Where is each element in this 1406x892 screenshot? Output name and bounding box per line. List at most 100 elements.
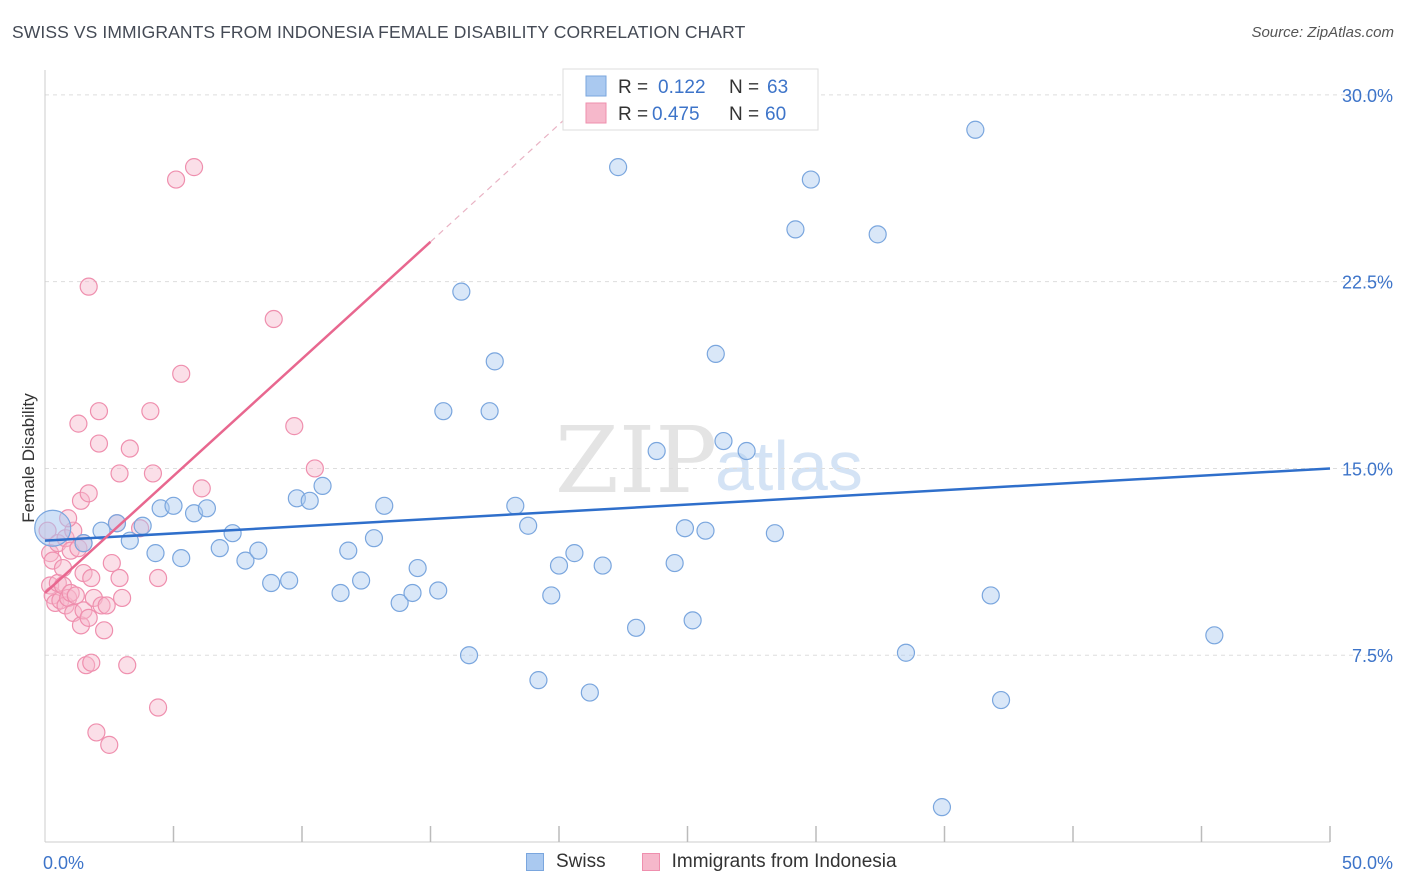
swiss-point bbox=[765, 524, 784, 543]
swiss-point bbox=[542, 586, 561, 605]
swiss-point bbox=[164, 496, 183, 515]
legend-swatch-indonesia bbox=[641, 853, 660, 871]
indonesia-point bbox=[97, 596, 116, 615]
swiss-point bbox=[172, 549, 191, 568]
legend-item-swiss: Swiss bbox=[526, 851, 606, 873]
legend-r-value: 0.122 bbox=[658, 77, 706, 98]
gridlines bbox=[45, 94, 1390, 656]
source-label: Source: ZipAtlas.com bbox=[1251, 24, 1394, 41]
indonesia-point bbox=[143, 464, 163, 483]
swiss-point bbox=[375, 496, 394, 515]
legend-n-label: N = bbox=[729, 77, 759, 98]
legend-label-swiss: Swiss bbox=[556, 851, 606, 872]
indonesia-point bbox=[87, 723, 106, 742]
indonesia-point bbox=[79, 608, 98, 627]
indonesia-point bbox=[79, 277, 98, 296]
swiss-point bbox=[339, 541, 358, 560]
legend-r-label: R = bbox=[618, 104, 648, 125]
swiss-point bbox=[706, 344, 725, 363]
swiss-point bbox=[300, 491, 319, 510]
indonesia-point bbox=[148, 698, 168, 717]
axes: 7.5% 15.0% 22.5% 30.0% 0.0% 50.0% bbox=[43, 70, 1393, 873]
y-tick-label: 22.5% bbox=[1342, 273, 1393, 293]
indonesia-point bbox=[112, 588, 132, 608]
swiss-point bbox=[146, 544, 165, 563]
y-tick-label: 15.0% bbox=[1342, 459, 1393, 479]
indonesia-point bbox=[110, 464, 129, 483]
swiss-point bbox=[92, 521, 111, 540]
indonesia-points bbox=[38, 158, 324, 754]
legend-n-label: N = bbox=[729, 104, 759, 125]
trend-lines bbox=[44, 77, 1331, 594]
indonesia-point bbox=[69, 414, 88, 433]
legend-bottom: Swiss Immigrants from Indonesia bbox=[526, 851, 933, 873]
swiss-point bbox=[364, 529, 384, 548]
swiss-point bbox=[801, 170, 820, 189]
swiss-point bbox=[408, 558, 427, 578]
swiss-point bbox=[403, 583, 422, 603]
indonesia-point bbox=[43, 551, 62, 570]
swiss-point bbox=[519, 516, 538, 535]
swiss-point bbox=[626, 618, 646, 637]
swiss-point bbox=[485, 352, 504, 371]
legend-swatch-swiss bbox=[585, 75, 607, 97]
swiss-point bbox=[665, 553, 684, 573]
swiss-point bbox=[390, 593, 409, 613]
swiss-point bbox=[786, 220, 805, 239]
indonesia-point bbox=[71, 616, 91, 635]
chart-title: SWISS VS IMMIGRANTS FROM INDONESIA FEMAL… bbox=[12, 22, 746, 42]
swiss-point bbox=[313, 476, 332, 495]
legend-r-label: R = bbox=[618, 77, 648, 98]
swiss-trend-line bbox=[44, 467, 1331, 542]
swiss-point bbox=[352, 571, 371, 590]
swiss-point bbox=[434, 402, 453, 421]
swiss-point bbox=[506, 496, 525, 515]
y-tick-label: 30.0% bbox=[1342, 86, 1393, 106]
swiss-point bbox=[549, 556, 569, 575]
indonesia-point bbox=[305, 459, 324, 478]
x-tick-label-max: 50.0% bbox=[1342, 853, 1393, 873]
legend-r-value: 0.475 bbox=[652, 104, 700, 125]
swiss-point bbox=[262, 573, 281, 593]
swiss-point bbox=[223, 524, 242, 543]
swiss-point bbox=[197, 499, 217, 518]
swiss-point bbox=[459, 646, 479, 665]
swiss-point bbox=[480, 402, 499, 421]
y-axis-label: Female Disability bbox=[19, 393, 38, 523]
swiss-point bbox=[280, 571, 299, 590]
swiss-point bbox=[1205, 626, 1224, 645]
indonesia-point bbox=[102, 553, 121, 573]
x-tick-label-min: 0.0% bbox=[43, 853, 84, 873]
indonesia-point bbox=[66, 586, 85, 605]
swiss-points bbox=[34, 120, 1224, 817]
indonesia-point bbox=[141, 402, 160, 421]
swiss-point bbox=[249, 541, 268, 560]
indonesia-point bbox=[82, 653, 101, 672]
indonesia-point bbox=[120, 439, 139, 458]
watermark-atlas: atlas bbox=[715, 427, 863, 505]
indonesia-point bbox=[110, 568, 129, 588]
indonesia-trend-line bbox=[44, 240, 432, 594]
legend-label-indonesia: Immigrants from Indonesia bbox=[671, 851, 897, 872]
indonesia-point bbox=[95, 621, 114, 640]
swiss-point bbox=[991, 690, 1011, 710]
indonesia-point bbox=[166, 170, 186, 189]
swiss-point bbox=[331, 583, 350, 603]
watermark: ZIP atlas bbox=[555, 407, 863, 514]
swiss-point bbox=[696, 521, 715, 540]
watermark-zip: ZIP bbox=[555, 407, 717, 514]
legend-item-indonesia: Immigrants from Indonesia bbox=[641, 851, 897, 873]
swiss-point bbox=[133, 516, 152, 535]
indonesia-point bbox=[148, 568, 168, 588]
swiss-point bbox=[580, 683, 599, 702]
swiss-point bbox=[529, 671, 548, 690]
indonesia-point bbox=[184, 158, 204, 177]
swiss-point bbox=[896, 643, 916, 662]
indonesia-point bbox=[92, 596, 111, 615]
swiss-point bbox=[593, 556, 612, 575]
indonesia-point bbox=[89, 434, 109, 453]
indonesia-point bbox=[192, 479, 211, 498]
swiss-point bbox=[429, 581, 448, 600]
y-tick-label: 7.5% bbox=[1352, 646, 1393, 666]
